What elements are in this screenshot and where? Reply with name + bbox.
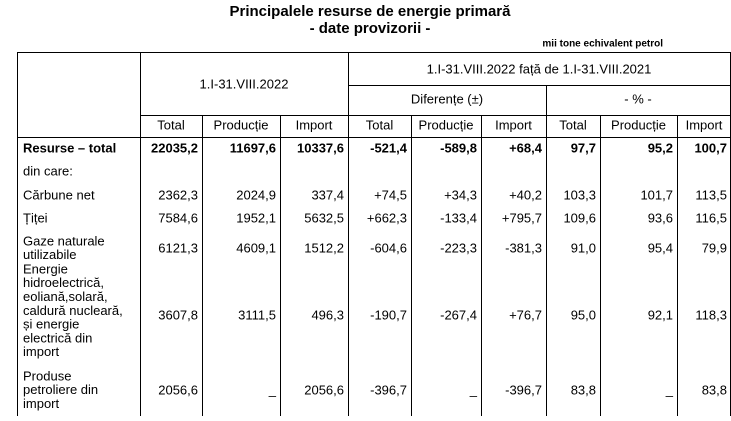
column-header: Import <box>495 117 532 132</box>
cell: +76,7 <box>509 307 542 322</box>
unit: mii tone echivalent petrol <box>542 39 663 50</box>
row-label: electrică din <box>23 330 92 345</box>
cell: 337,4 <box>311 187 344 202</box>
cell: 95,4 <box>648 240 673 255</box>
cell: 118,3 <box>695 307 727 322</box>
cell: 2056,6 <box>304 382 344 397</box>
cell: +34,3 <box>444 187 477 202</box>
cell: 95,2 <box>648 140 673 155</box>
group-header: - % - <box>624 91 651 106</box>
cell: 116,5 <box>695 210 727 225</box>
cell: 5632,5 <box>304 210 344 225</box>
grid <box>17 52 731 416</box>
cell: 95,0 <box>571 307 596 322</box>
cell: 79,9 <box>702 240 727 255</box>
cell: 97,7 <box>571 140 596 155</box>
subtitle: - date provizorii - <box>310 20 431 37</box>
row-label: și energie <box>23 317 79 332</box>
row-label: Cărbune net <box>23 187 95 202</box>
cell: 83,8 <box>571 382 596 397</box>
cell: 100,7 <box>694 140 727 155</box>
row-label: import <box>23 344 60 359</box>
cell: _ <box>665 382 674 397</box>
cell: 2024,9 <box>236 187 276 202</box>
cell: -521,4 <box>370 140 408 155</box>
column-header: Producție <box>214 117 269 132</box>
group-header: Diferențe (±) <box>411 91 483 106</box>
row-label: utilizabile <box>23 247 76 262</box>
cell: +662,3 <box>367 210 407 225</box>
title: Principalele resurse de energie primară <box>230 3 512 20</box>
cell: 3111,5 <box>238 307 276 322</box>
row-label: Resurse – total <box>23 140 116 155</box>
cell: +68,4 <box>509 140 543 155</box>
column-header: Total <box>366 117 394 132</box>
cell: 91,0 <box>571 240 596 255</box>
cell: 10337,6 <box>297 140 344 155</box>
cell: 2362,3 <box>158 187 198 202</box>
cell: -190,7 <box>370 307 407 322</box>
column-header: Producție <box>611 117 666 132</box>
column-header: Import <box>296 117 333 132</box>
cell: +40,2 <box>509 187 542 202</box>
cell: 3607,8 <box>158 307 198 322</box>
comparison-header: 1.I-31.VIII.2022 față de 1.I-31.VIII.202… <box>427 61 652 76</box>
cell: -381,3 <box>505 240 542 255</box>
cell: _ <box>469 382 478 397</box>
row-label: import <box>23 396 60 411</box>
cell: +74,5 <box>374 187 407 202</box>
row-label: eoliană,solară, <box>23 289 108 304</box>
row-label: Produse <box>23 368 71 383</box>
column-header: Import <box>686 117 723 132</box>
row-label: Energie <box>23 261 68 276</box>
cell: +795,7 <box>502 210 542 225</box>
cell: -267,4 <box>440 307 477 322</box>
cell: 22035,2 <box>151 140 198 155</box>
cell: 7584,6 <box>158 210 198 225</box>
cell: 103,3 <box>563 187 596 202</box>
row-label: Țiței <box>23 210 48 225</box>
cell: 11697,6 <box>230 140 276 155</box>
column-header: Total <box>157 117 185 132</box>
column-header: Total <box>559 117 587 132</box>
cell: -604,6 <box>370 240 407 255</box>
cell: -589,8 <box>440 140 477 155</box>
cell: 113,5 <box>695 187 727 202</box>
cell: 4609,1 <box>236 240 276 255</box>
row-label: din care: <box>23 163 73 178</box>
column-header: Producție <box>419 117 474 132</box>
cell: 109,6 <box>563 210 596 225</box>
cell: 93,6 <box>648 210 673 225</box>
cell: 101,7 <box>640 187 673 202</box>
cell: -223,3 <box>440 240 477 255</box>
cell: 1512,2 <box>304 240 344 255</box>
period-header: 1.I-31.VIII.2022 <box>200 76 289 91</box>
cell: _ <box>268 382 277 397</box>
cell: 496,3 <box>311 307 344 322</box>
cell: 83,8 <box>702 382 727 397</box>
cell: 1952,1 <box>236 210 276 225</box>
row-label: petroliere din <box>23 382 98 397</box>
cell: -133,4 <box>440 210 477 225</box>
cell: 2056,6 <box>158 382 198 397</box>
cell: 6121,3 <box>158 240 198 255</box>
cell: -396,7 <box>505 382 542 397</box>
row-label: Gaze naturale <box>23 233 105 248</box>
cell: -396,7 <box>370 382 407 397</box>
row-label: hidroelectrică, <box>23 275 104 290</box>
row-label: caldură nucleară, <box>23 303 123 318</box>
cell: 92,1 <box>648 307 673 322</box>
